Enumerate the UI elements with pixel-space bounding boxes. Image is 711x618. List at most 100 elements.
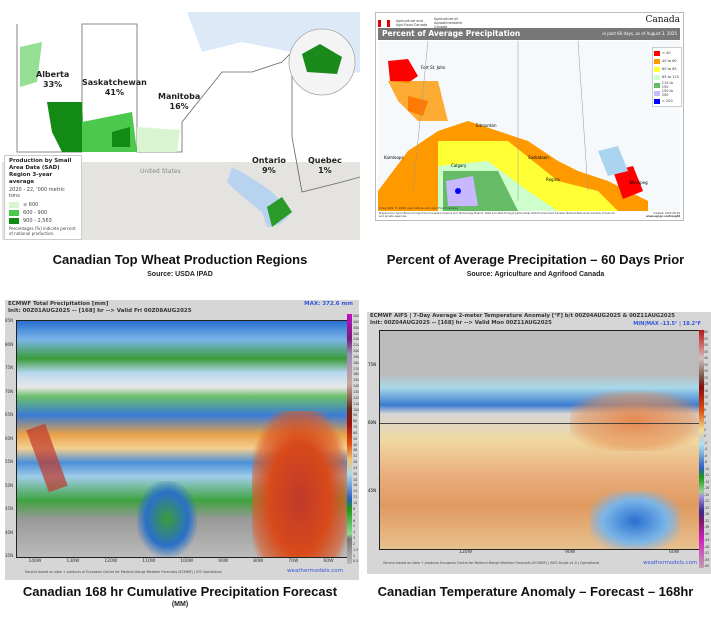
colorbar-tick-label: 25 — [704, 375, 709, 380]
colorbar-tick-label: 0.5 — [353, 559, 359, 564]
colorbar-tick-label: 190 — [353, 354, 359, 359]
canada-wordmark: Canada — [645, 15, 680, 25]
colorbar-tick-label: -8 — [704, 460, 708, 464]
map-title-bar: Percent of Average Precipitation in past… — [378, 28, 680, 40]
city-label: Kamloops — [384, 155, 404, 160]
region-label-quebec: Quebec 1% — [308, 156, 342, 175]
colorbar-tick-label: 50 — [353, 436, 358, 441]
colorbar-tick-label: 35 — [704, 362, 709, 367]
ecmwf-precip-map: ECMWF Total Precipitation [mm] Init: 00Z0… — [5, 300, 359, 580]
country-label: United States — [140, 168, 181, 175]
caption-temp-anomaly: Canadian Temperature Anomaly – Forecast … — [377, 584, 694, 599]
colorbar-tick-label: 20 — [704, 382, 709, 386]
legend-item: > 200 — [654, 97, 680, 105]
colorbar-tick-label: 220 — [353, 343, 359, 348]
lat-tick-label: 85N — [5, 318, 14, 323]
colorbar-tick-label: 180 — [353, 360, 359, 365]
colorbar-tick-label: -52 — [704, 551, 710, 555]
lon-tick-label: 130W — [66, 559, 80, 564]
temp-field — [379, 330, 701, 550]
colorbar-tick-label: 4 — [704, 421, 707, 425]
lat-tick-label: 75N — [5, 365, 14, 370]
lat-tick-label: 40N — [5, 529, 14, 535]
lat-tick-label: 45N — [368, 488, 377, 493]
lon-tick-label: 80W — [253, 559, 264, 564]
colorbar-tick-label: 7 — [353, 512, 356, 517]
precip-colorbar — [347, 314, 352, 564]
colorbar-tick-label: 18 — [353, 477, 358, 482]
colorbar-tick-label: 10 — [704, 401, 709, 406]
lat-tick-label: 50N — [5, 482, 14, 488]
colorbar-tick-label: 240 — [353, 337, 359, 342]
precip-colorbar-ticks: 500 400 300 260 240 220 200 190 180 170 160 150 140 1… — [353, 314, 359, 564]
production-legend: Production by Small Area Data (SAD) Regi… — [4, 155, 82, 240]
brand-link[interactable]: weathermodels.com — [287, 568, 343, 574]
region-label-ontario: Ontario 9% — [252, 156, 286, 175]
colorbar-tick-label: 140 — [353, 384, 359, 389]
temp-colorbar — [699, 330, 704, 568]
colorbar-tick-label: 500 — [353, 314, 359, 318]
colorbar-tick-label: 24 — [353, 465, 358, 470]
lon-tick-label: 60W — [323, 559, 334, 564]
minmax-value: MIN|MAX -13.5° | 18.2°F — [633, 321, 701, 327]
colorbar-tick-label: 1 — [353, 553, 356, 558]
colorbar-tick-label: -40 — [704, 531, 710, 536]
legend-item: 900 - 2,563 — [9, 218, 77, 224]
colorbar-tick-label: 400 — [353, 319, 359, 324]
legend-item: 85 to 115 — [654, 73, 680, 81]
lat-tick-label: 80N — [5, 341, 14, 347]
map-title: ECMWF Total Precipitation [mm] Init: 00Z0… — [8, 301, 192, 314]
lon-tick-label: 90W — [218, 559, 229, 564]
colorbar-tick-label: 45 — [704, 349, 709, 354]
source-percent-precip: Source: Agriculture and Agrifood Canada — [466, 271, 605, 278]
map-footer: Service based on data + products Europea… — [383, 561, 600, 565]
legend-item: 40 to 60 — [654, 57, 680, 65]
colorbar-tick-label: 200 — [353, 349, 359, 354]
temp-colorbar-ticks: 65 55 50 45 40 35 30 25 20 16 12 10 8 6 4 2 0 -2 -4 -6 -8 -10… — [704, 330, 711, 568]
colorbar-tick-label: 65 — [704, 330, 709, 334]
map-subtitle: in past 60 days, as of August 3, 2025 — [602, 31, 677, 36]
colorbar-tick-label: -32 — [704, 518, 710, 523]
colorbar-tick-label: 36 — [353, 448, 358, 453]
colorbar-tick-label: -44 — [704, 538, 710, 542]
map-title: ECMWF AIFS | 7-Day Average 2-meter Tempe… — [370, 313, 675, 326]
colorbar-tick-label: 2 — [704, 427, 707, 432]
caption-block-precip-forecast: Canadian 168 hr Cumulative Precipitation… — [0, 584, 360, 609]
map-footer: Prepared by Agriculture and Agri-Food Ca… — [379, 212, 615, 218]
colorbar-tick-label: 14 — [353, 489, 358, 494]
lat-tick-label: 60N — [368, 420, 377, 425]
colorbar-tick-label: 110 — [353, 401, 359, 406]
colorbar-tick-label: -25 — [704, 505, 710, 510]
colorbar-tick-label: -10 — [704, 466, 710, 471]
colorbar-tick-label: -6 — [704, 453, 708, 458]
percent-legend: < 40 40 to 60 60 to 85 85 to 115 115 to … — [652, 47, 682, 107]
map-footer: Service based on data + products of Euro… — [25, 570, 222, 574]
lon-tick-label: 110W — [142, 559, 156, 564]
lat-tick-label: 75N — [368, 362, 377, 367]
colorbar-tick-label: 70 — [353, 425, 358, 430]
temp-anomaly-map: ECMWF AIFS | 7-Day Average 2-meter Tempe… — [367, 312, 711, 574]
colorbar-tick-label: -14 — [704, 479, 710, 484]
colorbar-tick-label: 12 — [353, 495, 358, 500]
lon-tick-label: 70W — [288, 559, 299, 564]
caption-block-temp-anomaly: Canadian Temperature Anomaly – Forecast … — [360, 584, 711, 599]
colorbar-tick-label: 10 — [353, 501, 358, 505]
city-label: Calgary — [451, 163, 467, 168]
colorbar-tick-label: 5 — [353, 524, 356, 529]
agency-name-fr: Agriculture et Agroalimentaire Canada — [434, 17, 462, 29]
colorbar-tick-label: 20 — [353, 471, 358, 476]
colorbar-tick-label: 260 — [353, 331, 359, 336]
lon-tick-label: 100W — [180, 559, 194, 564]
agency-name-en: Agriculture and Agri-Food Canada — [396, 19, 428, 27]
city-label: Fort St. John — [421, 65, 446, 70]
colorbar-tick-label: -56 — [704, 557, 710, 562]
colorbar-tick-label: 150 — [353, 378, 359, 383]
wheat-production-map: Alberta 33% Saskatchewan 41% Manitoba 16% O… — [2, 12, 360, 240]
brand-link[interactable]: weathermodels.com — [643, 560, 697, 566]
latitude-axis: 85N 80N 75N 70N 65N 60N 55N 50N 45N 40N 35N — [5, 318, 15, 558]
agency-header: Agriculture and Agri-Food Canada Agricul… — [378, 17, 474, 29]
lat-tick-label: 65N — [5, 412, 14, 417]
colorbar-tick-label: 8 — [353, 506, 356, 511]
colorbar-tick-label: -48 — [704, 544, 710, 549]
region-label-alberta: Alberta 33% — [36, 70, 70, 89]
